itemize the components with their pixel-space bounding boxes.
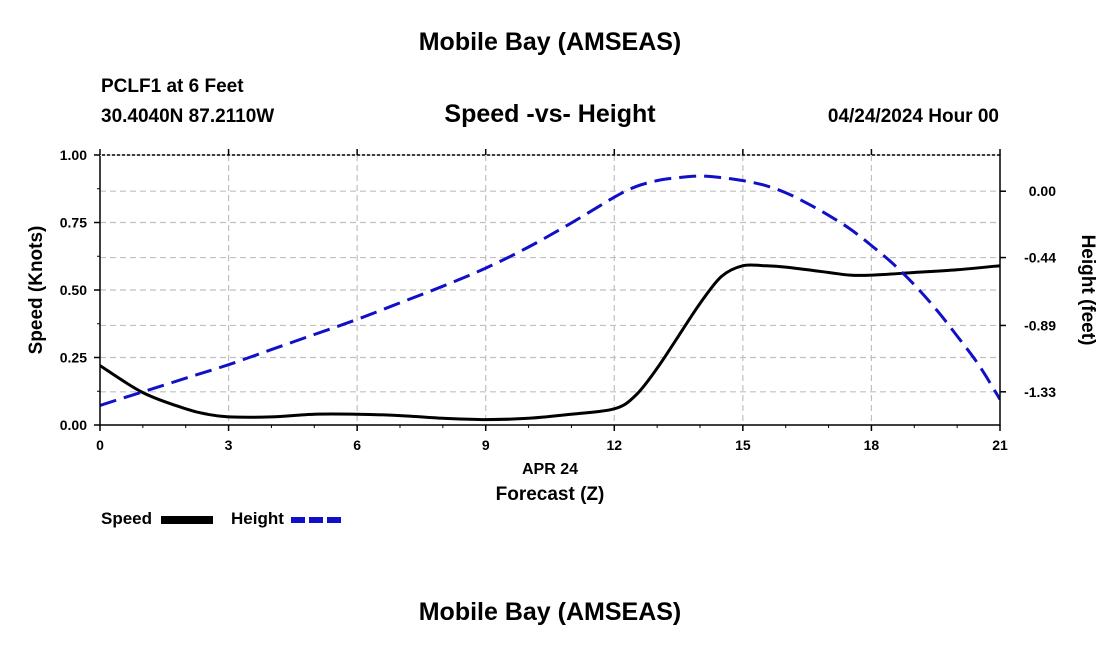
y2-axis-label: Height (feet)	[1077, 235, 1098, 346]
page-title: Mobile Bay (AMSEAS)	[418, 28, 682, 56]
y2-tick-label: -0.44	[1024, 250, 1056, 266]
speed-height-chart: 0 3 6 9 12 15 18 21 0.00 0.25 0.50 0.75 1.00 0.00 -0.4…	[26, 147, 1098, 505]
x-tick-label: 21	[992, 437, 1008, 453]
x-tick-label: 6	[353, 437, 361, 453]
footer-title: Mobile Bay (AMSEAS)	[418, 598, 682, 626]
coordinates-label: 30.4040N 87.2110W	[101, 106, 275, 127]
x-tick-label: 3	[225, 437, 233, 453]
grid	[100, 155, 1000, 425]
y-tick-label: 1.00	[60, 147, 87, 163]
x-tick-label: 15	[735, 437, 751, 453]
x-axis-sublabel: APR 24	[522, 461, 578, 478]
legend-height-label: Height	[231, 509, 284, 528]
x-tick-label: 0	[96, 437, 104, 453]
legend-speed-swatch	[161, 516, 213, 524]
x-tick-label: 12	[606, 437, 622, 453]
forecast-date-label: 04/24/2024 Hour 00	[827, 106, 999, 127]
speed-series-line	[100, 263, 1000, 422]
y-tick-label: 0.25	[60, 350, 87, 366]
y-axis-label: Speed (Knots)	[26, 226, 47, 355]
y-tick-label: 0.00	[60, 417, 87, 433]
series-layer	[100, 174, 1000, 422]
chart-title: Speed -vs- Height	[444, 100, 656, 128]
station-label: PCLF1 at 6 Feet	[101, 76, 244, 97]
axes: 0 3 6 9 12 15 18 21 0.00 0.25 0.50 0.75 1.00 0.00 -0.4…	[26, 147, 1098, 505]
y-tick-label: 0.50	[60, 282, 87, 298]
y2-tick-label: 0.00	[1029, 183, 1056, 199]
x-tick-label: 9	[482, 437, 490, 453]
legend-height-swatch	[291, 517, 343, 523]
y-tick-label: 0.75	[60, 215, 87, 231]
y2-tick-label: -1.33	[1024, 384, 1056, 400]
height-series-line	[100, 174, 1000, 407]
legend-speed-label: Speed	[101, 509, 153, 528]
x-tick-label: 18	[864, 437, 880, 453]
y2-tick-label: -0.89	[1024, 317, 1056, 333]
x-axis-label: Forecast (Z)	[496, 484, 605, 505]
